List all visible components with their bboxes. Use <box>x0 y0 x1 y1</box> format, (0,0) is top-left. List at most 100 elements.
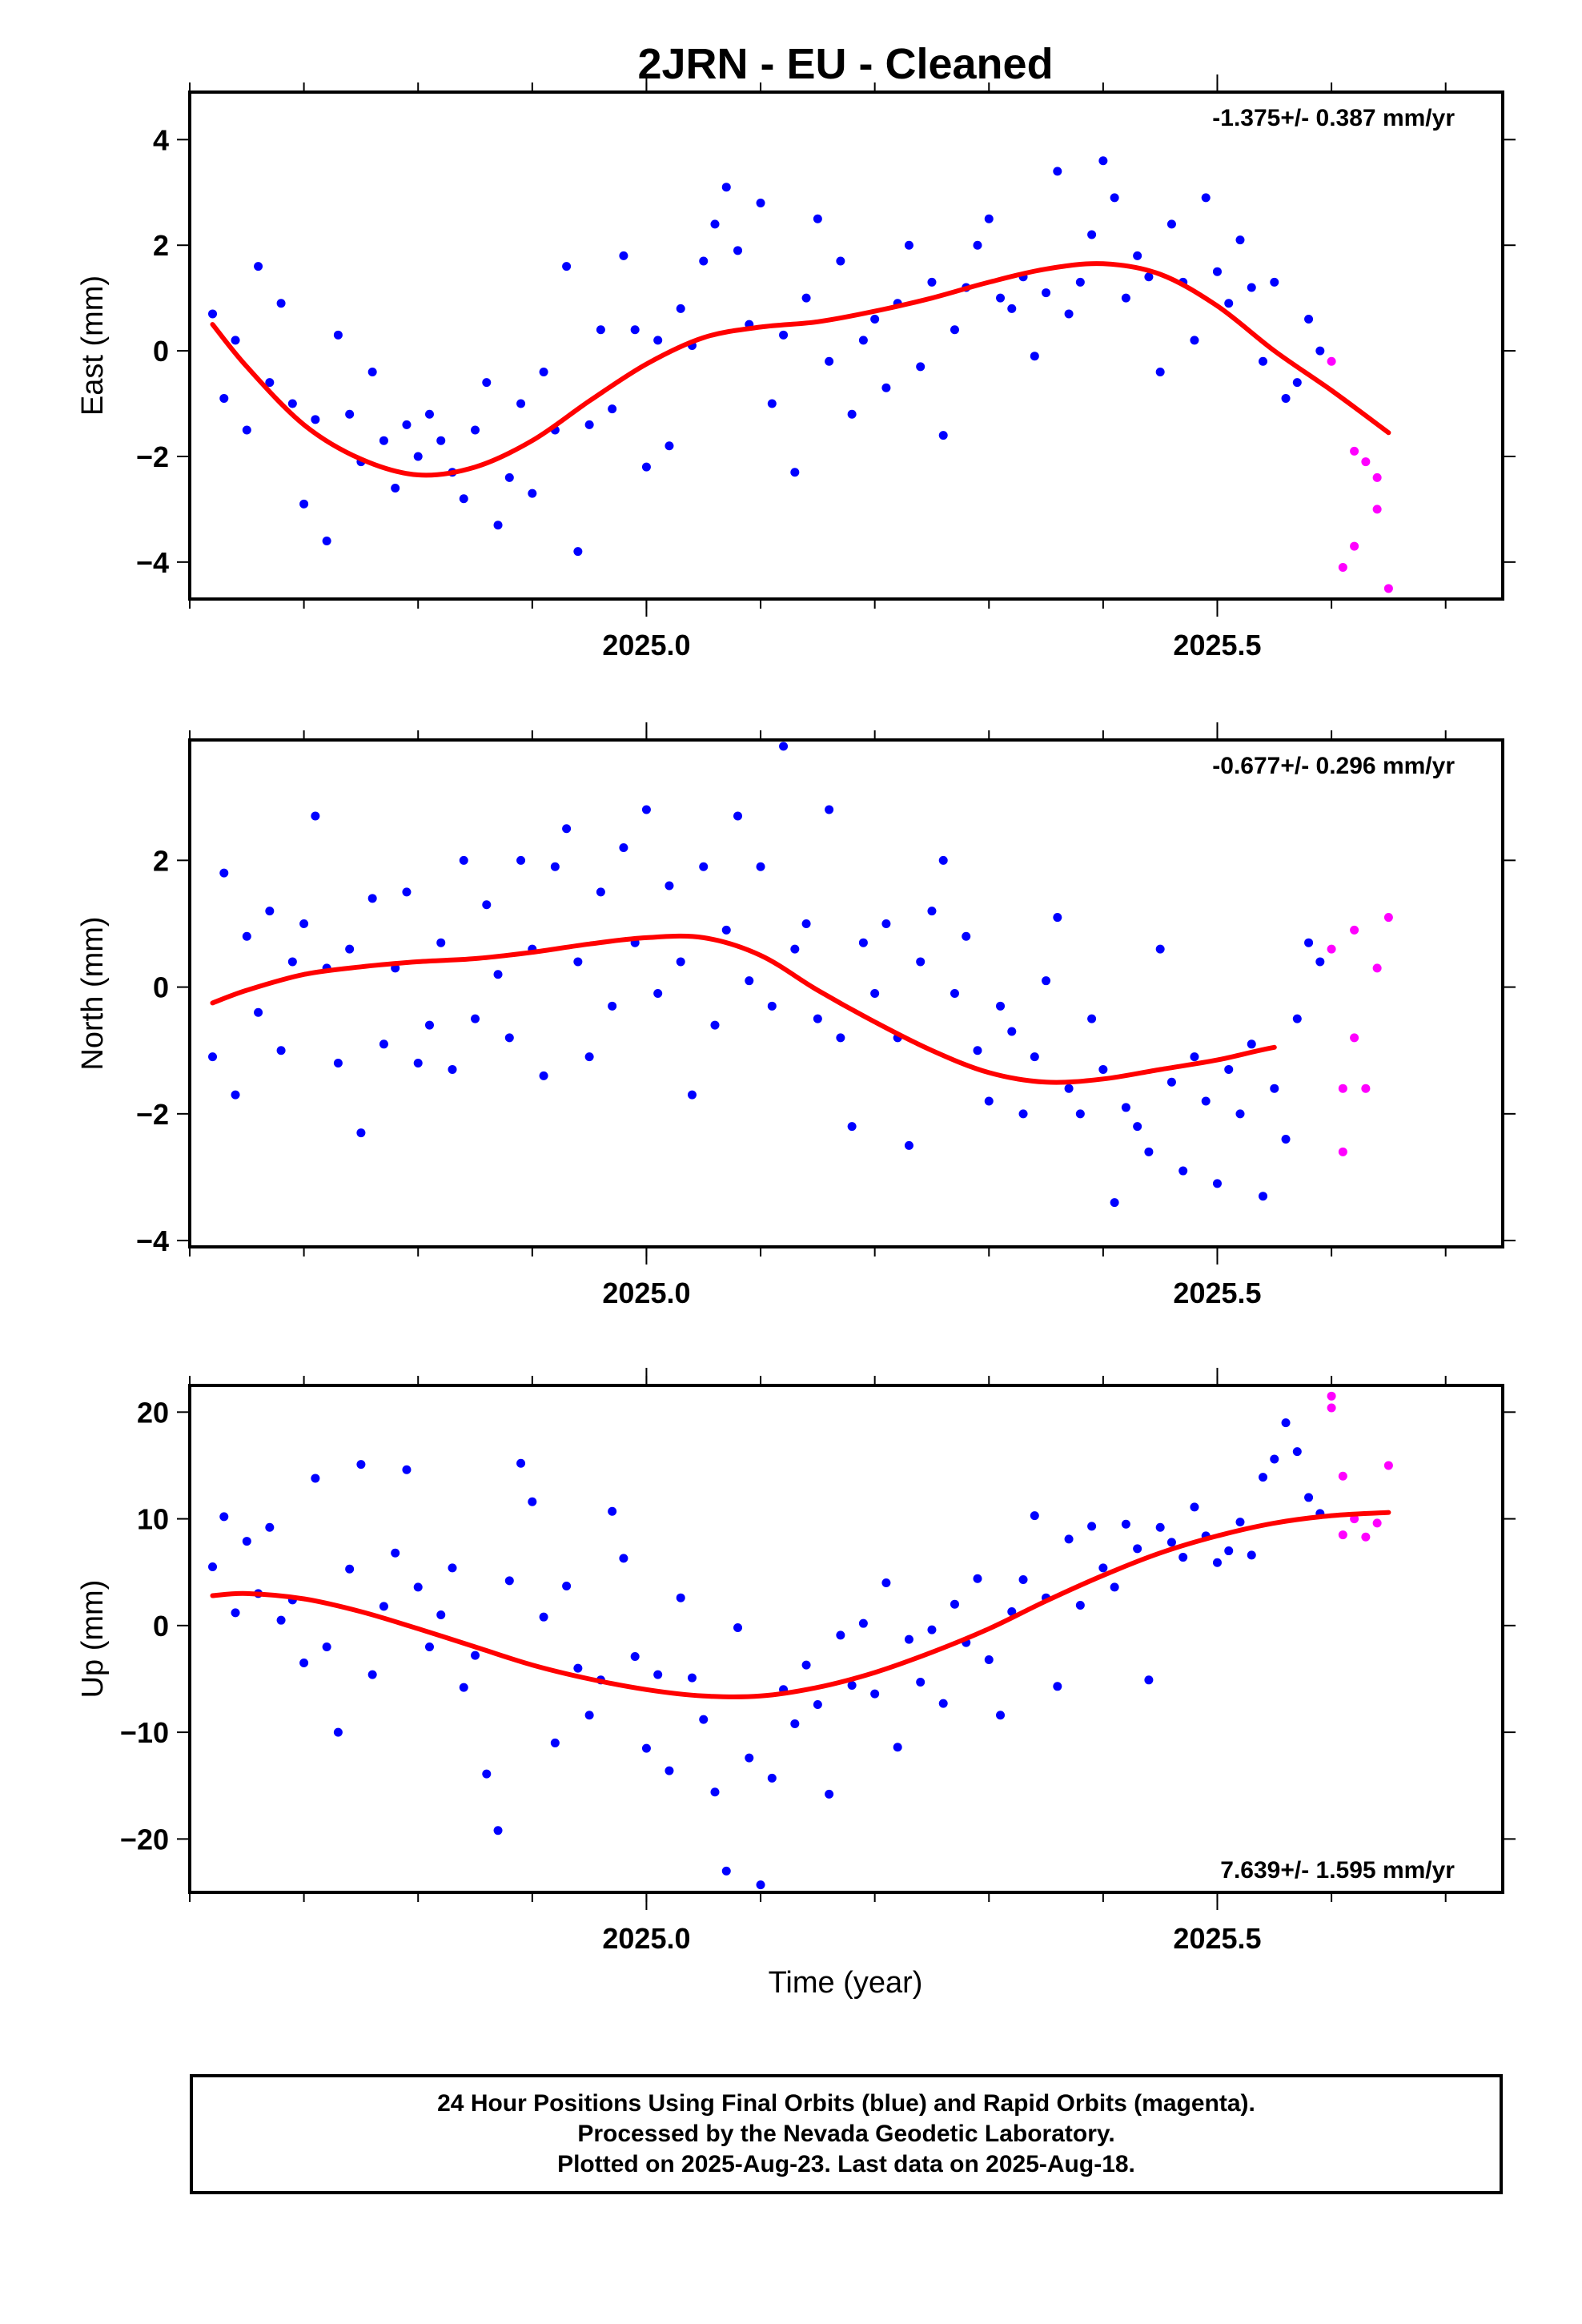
velocity-rate-label: -0.677+/- 0.296 mm/yr <box>1212 753 1455 779</box>
panel-east: 2025.0 2025.5 −4 −2 0 2 4 East (mm) -1.375+/- 0.… <box>76 74 1516 661</box>
final-orbit-point <box>1292 378 1302 388</box>
final-orbit-point <box>973 1574 982 1583</box>
final-orbit-point <box>619 843 628 853</box>
final-orbit-point <box>836 1630 845 1640</box>
rapid-orbit-point <box>1338 1084 1347 1093</box>
final-orbit-point <box>208 1562 218 1572</box>
trend-fit-curve <box>210 933 1277 1085</box>
final-orbit-point <box>630 325 640 335</box>
final-orbit-point <box>1075 1109 1085 1119</box>
rapid-orbit-point <box>1383 584 1393 593</box>
final-orbit-point <box>391 1548 400 1558</box>
rapid-orbit-point <box>1372 1518 1382 1528</box>
final-orbit-point <box>1053 1682 1062 1691</box>
rapid-orbit-point <box>1338 562 1347 572</box>
final-orbit-point <box>687 1673 697 1683</box>
final-orbit-point <box>1235 1518 1245 1527</box>
final-orbit-point <box>836 256 845 266</box>
rapid-orbit-point <box>1383 913 1393 923</box>
final-orbit-point <box>471 1651 480 1660</box>
final-orbit-point <box>1064 1084 1074 1093</box>
final-orbit-point <box>745 1753 754 1763</box>
final-orbit-point <box>276 1046 286 1055</box>
rapid-orbit-point <box>1327 356 1336 366</box>
rapid-orbit-point <box>1350 1033 1359 1043</box>
final-orbit-point <box>927 907 937 916</box>
rapid-orbit-point <box>1372 505 1382 514</box>
final-orbit-point <box>528 489 537 498</box>
final-orbit-point <box>471 425 480 435</box>
final-orbit-point <box>539 1071 548 1080</box>
final-orbit-point <box>1178 1553 1188 1562</box>
rapid-orbit-point <box>1350 925 1359 935</box>
final-orbit-point <box>276 1615 286 1625</box>
y-tick-label: −4 <box>136 1224 169 1257</box>
final-orbit-point <box>699 1715 709 1724</box>
final-orbit-point <box>608 1001 617 1011</box>
final-orbit-point <box>641 805 651 814</box>
final-orbit-point <box>665 441 674 451</box>
final-orbit-point <box>573 957 583 967</box>
final-orbit-point <box>984 1655 994 1664</box>
y-tick-label: 4 <box>153 123 169 156</box>
final-orbit-point <box>516 855 526 865</box>
final-orbit-point <box>1259 356 1268 366</box>
final-orbit-point <box>493 970 503 979</box>
final-orbit-point <box>881 383 891 392</box>
final-orbit-point <box>904 1634 913 1644</box>
final-orbit-point <box>881 1578 891 1588</box>
final-orbit-point <box>767 1773 777 1783</box>
final-orbit-point <box>1247 1550 1256 1560</box>
final-orbit-point <box>858 336 868 345</box>
final-orbit-point <box>653 336 663 345</box>
final-orbit-point <box>448 1563 457 1573</box>
final-orbit-point <box>208 309 218 319</box>
y-tick-label: 0 <box>153 971 169 1004</box>
final-orbit-point <box>436 1610 446 1620</box>
y-tick-label: −20 <box>120 1823 169 1856</box>
final-orbit-point <box>1235 1109 1245 1119</box>
final-orbit-point <box>413 1582 423 1592</box>
rapid-orbit-point <box>1327 1391 1336 1401</box>
final-orbit-point <box>539 1612 548 1622</box>
final-orbit-point <box>493 1826 503 1835</box>
final-orbit-point <box>459 494 468 504</box>
final-orbit-point <box>1259 1473 1268 1482</box>
final-orbit-point <box>311 415 320 424</box>
final-orbit-point <box>1155 944 1165 954</box>
final-orbit-point <box>1007 1607 1017 1617</box>
final-orbit-point <box>333 1059 343 1068</box>
final-orbit-point <box>1121 1103 1130 1112</box>
y-tick-label: 0 <box>153 1610 169 1642</box>
final-orbit-point <box>424 1642 434 1651</box>
final-orbit-point <box>1075 277 1085 287</box>
final-orbit-point <box>379 1602 388 1611</box>
final-orbit-point <box>550 1738 560 1747</box>
final-orbit-point <box>333 330 343 340</box>
final-orbit-point <box>619 251 628 260</box>
final-orbit-point <box>756 198 765 207</box>
final-orbit-point <box>504 472 514 482</box>
final-orbit-point <box>299 1658 309 1667</box>
final-orbit-point <box>665 881 674 891</box>
footer-line-2: Processed by the Nevada Geodetic Laborat… <box>577 2121 1115 2147</box>
final-orbit-point <box>1270 1454 1279 1464</box>
final-orbit-point <box>1030 1052 1039 1062</box>
final-orbit-point <box>916 362 926 372</box>
final-orbit-point <box>345 944 355 954</box>
final-orbit-point <box>1281 1418 1291 1428</box>
final-orbit-point <box>402 887 412 897</box>
final-orbit-point <box>653 1670 663 1679</box>
rapid-orbit-point <box>1361 457 1371 467</box>
final-orbit-point <box>699 862 709 871</box>
final-orbit-point <box>927 1625 937 1634</box>
final-orbit-point <box>254 1007 263 1017</box>
final-orbit-point <box>402 1465 412 1474</box>
y-tick-label: −2 <box>136 440 169 473</box>
x-tick-label: 2025.0 <box>602 629 690 661</box>
final-orbit-point <box>1064 1534 1074 1544</box>
final-orbit-point <box>858 1618 868 1628</box>
final-orbit-point <box>687 1090 697 1100</box>
final-orbit-point <box>1281 1134 1291 1144</box>
final-orbit-point <box>1087 1014 1097 1023</box>
